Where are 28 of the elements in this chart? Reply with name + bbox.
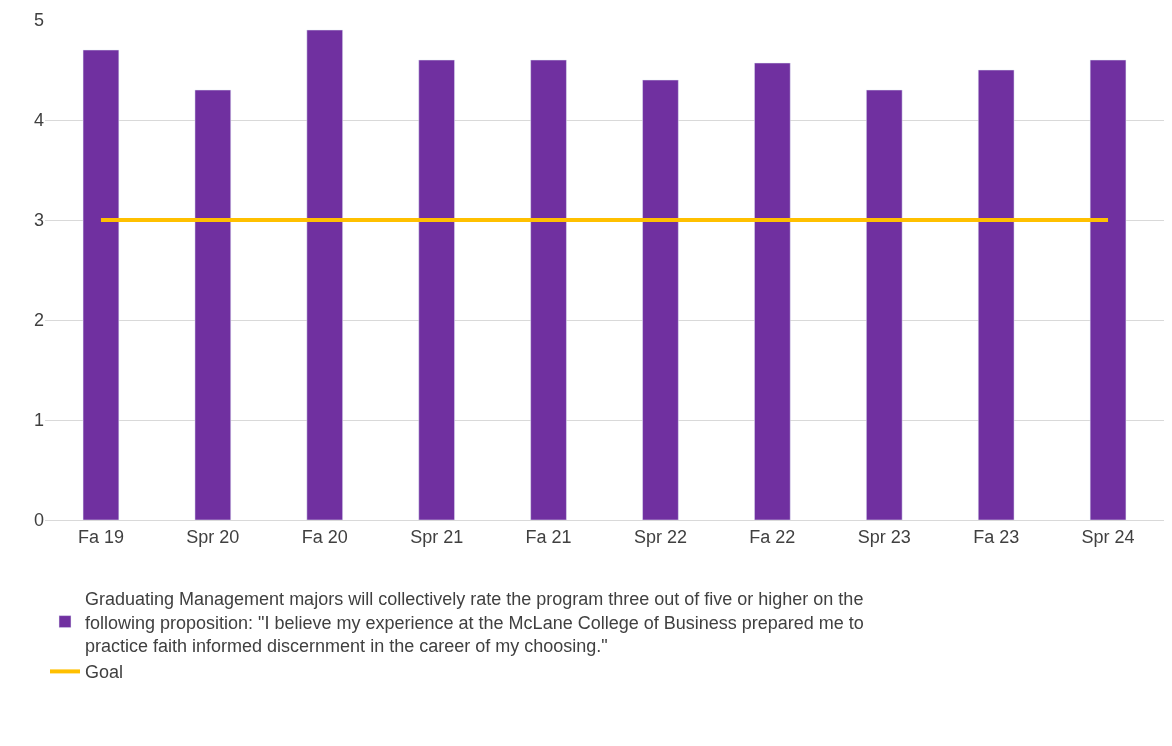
bar [754, 62, 791, 520]
y-tick-label: 5 [33, 10, 44, 31]
bar [418, 59, 455, 520]
x-tick-label: Spr 22 [633, 526, 687, 547]
bar [82, 49, 120, 520]
x-tick-label: Spr 20 [186, 526, 240, 547]
legend-label: Graduating Management majors will collectively rate the program three out of five or higher on the following proposition: "I believe my experience at the McLane College of Business prepared me to practice faith informed discernment in the career of my choosing." [85, 589, 864, 657]
x-tick-label: Spr 24 [1081, 526, 1135, 547]
x-tick-label: Fa 21 [525, 526, 572, 547]
x-tick-label: Spr 23 [857, 526, 911, 547]
y-tick-label: 2 [33, 310, 44, 331]
x-tick-label: Fa 23 [973, 526, 1020, 547]
bar [306, 29, 343, 520]
y-tick-label: 1 [33, 410, 44, 431]
bar [194, 89, 231, 520]
bar [978, 69, 1015, 520]
y-tick-label: 0 [33, 510, 44, 531]
bar [642, 79, 679, 520]
x-tick-label: Fa 20 [301, 526, 348, 547]
x-tick-label: Spr 21 [410, 526, 464, 547]
y-tick-label: 3 [33, 210, 44, 231]
x-tick-label: Fa 22 [749, 526, 796, 547]
legend-label: Goal [85, 662, 124, 683]
x-tick-label: Fa 19 [77, 526, 124, 547]
bar [1089, 59, 1127, 520]
bar [530, 59, 567, 520]
bar [866, 89, 903, 520]
y-tick-label: 4 [33, 110, 44, 131]
